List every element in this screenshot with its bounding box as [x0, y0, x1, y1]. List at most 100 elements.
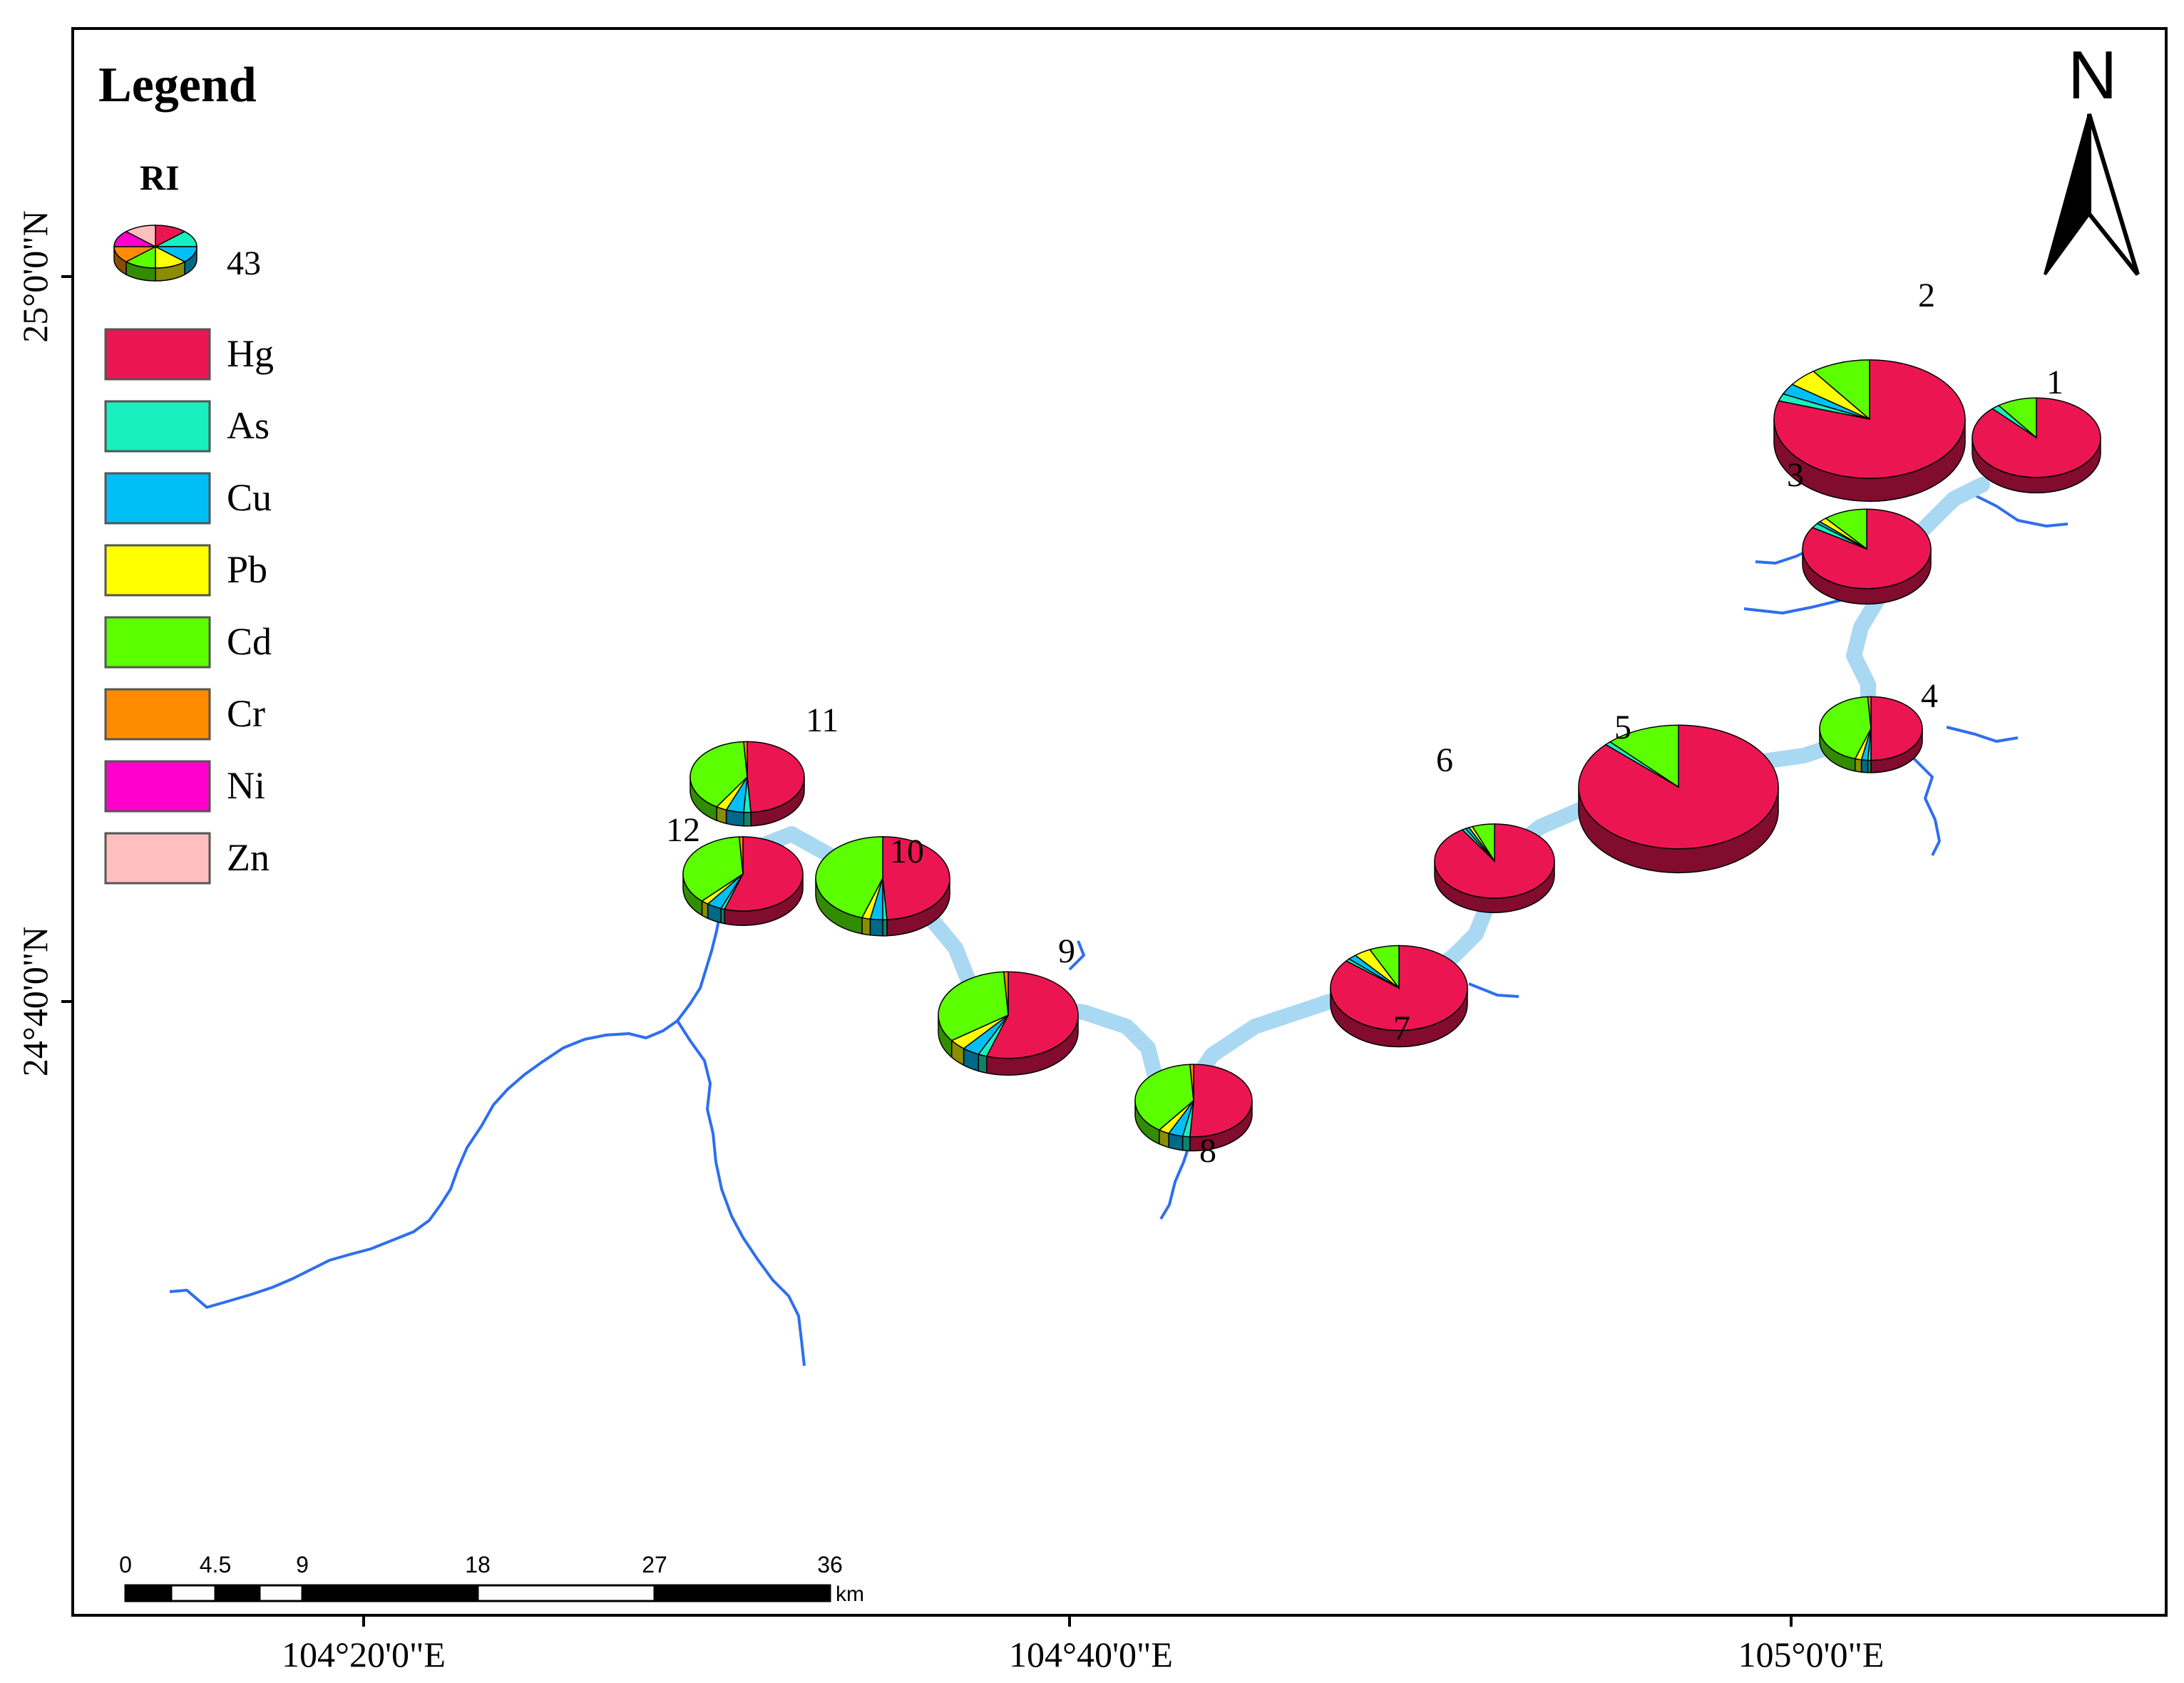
scale-tick-9: 9: [296, 1552, 309, 1578]
legend-title: Legend: [98, 58, 257, 113]
legend-swatch-as: [104, 400, 211, 453]
legend-swatch-zn: [104, 832, 211, 885]
legend-swatch-cd: [104, 616, 211, 669]
site-pie-10-side-cu: [869, 918, 883, 937]
site-label-1: 1: [2046, 364, 2063, 401]
site-pie-8-side-as: [1181, 1136, 1191, 1152]
river-trib-9: [1068, 940, 1085, 971]
axis-ticks: [61, 275, 1793, 1627]
lat-label-2440: 24°40'0"N: [15, 927, 55, 1077]
site-pie-11: [689, 741, 805, 827]
site-label-5: 5: [1614, 709, 1631, 746]
site-pie-9-side: [938, 1014, 1079, 1076]
legend-ri-pie-icon: [113, 225, 198, 282]
site-pie-6-slice-cd: [1471, 823, 1495, 863]
site-pie-7: [1330, 945, 1468, 1048]
site-pie-3: [1802, 508, 1932, 605]
legend-label-ni: Ni: [227, 764, 265, 807]
legend-swatch-hg: [104, 328, 211, 381]
site-pie-8-slice-cd: [1134, 1064, 1194, 1131]
site-label-8: 8: [1199, 1132, 1216, 1170]
site-pie-9-side-as: [978, 1053, 988, 1074]
site-pie-11-side-as: [743, 811, 752, 827]
site-pie-9: [938, 971, 1079, 1076]
river-south-branch: [676, 1019, 806, 1367]
site-label-10: 10: [890, 833, 924, 870]
site-pie-5-slice-cd: [1609, 724, 1679, 788]
river-trib-4b: [1946, 726, 2019, 743]
legend-label-cr: Cr: [227, 692, 265, 735]
site-pie-4-slice-hg: [1870, 696, 1923, 761]
site-pie-2-slice-cd: [1812, 359, 1870, 421]
site-pie-4-side: [1819, 728, 1923, 773]
scale-segment-3: [214, 1584, 261, 1602]
site-pie-8-slice-cr: [1189, 1064, 1194, 1101]
site-pie-10-slice-hg: [882, 835, 950, 920]
legend-ri-label: RI: [140, 158, 180, 197]
site-pie-11-slice-cr: [743, 741, 748, 778]
site-pie-4-side-pb: [1855, 758, 1862, 773]
scale-segment-7: [653, 1584, 831, 1602]
lon-label-10500: 105°0'0"E: [1738, 1635, 1885, 1674]
scale-tick-18: 18: [465, 1552, 491, 1578]
scale-tick-27: 27: [642, 1552, 667, 1578]
site-label-3: 3: [1787, 456, 1804, 494]
site-pie-10-side-as: [882, 919, 888, 937]
site-pie-9-slice-cr: [1003, 971, 1009, 1016]
north-arrow-right-half: [2087, 113, 2140, 276]
legend-swatch-ni: [104, 760, 211, 813]
site-pie-10-side-pb: [861, 917, 871, 936]
site-label-12: 12: [666, 811, 700, 849]
legend-ri-pie: [113, 225, 198, 282]
legend-items: Hg As Cu Pb Cd Cr Ni Zn: [104, 328, 274, 885]
site-pie-5: [1578, 724, 1779, 874]
site-pie-11-slice-hg: [747, 741, 805, 813]
site-pie-2: [1773, 359, 1966, 502]
scale-bar: 0 4.5 9 18 27 36 km: [119, 1552, 864, 1606]
site-label-4: 4: [1921, 677, 1938, 715]
map-frame: [71, 27, 2168, 1617]
site-pie-10: [815, 835, 950, 937]
site-pie-11-slice-cd: [689, 741, 748, 808]
legend-label-pb: Pb: [227, 548, 267, 591]
site-pie-12-slice-cr: [738, 836, 744, 875]
legend-swatch-cr: [104, 688, 211, 741]
lon-label-10440: 104°40'0"E: [1009, 1635, 1173, 1674]
site-pie-12-slice-cd: [682, 836, 744, 902]
lon-label-10420: 104°20'0"E: [282, 1635, 446, 1674]
scale-tick-4-5: 4.5: [200, 1552, 231, 1578]
scale-segment-4: [258, 1584, 304, 1602]
site-pie-12-slice-hg: [723, 836, 804, 912]
site-label-7: 7: [1393, 1009, 1410, 1047]
site-pie-9-slice-cd: [938, 971, 1009, 1041]
site-pie-8-slice-hg: [1189, 1064, 1253, 1138]
site-pie-1: [1972, 397, 2101, 494]
site-label-11: 11: [806, 701, 839, 739]
legend-label-zn: Zn: [227, 836, 270, 879]
site-pie-1-slice-cd: [1997, 397, 2037, 439]
site-pie-12: [682, 836, 804, 926]
site-pie-4: [1819, 696, 1923, 773]
scale-segment-1: [124, 1584, 173, 1602]
scale-segment-5: [301, 1584, 479, 1602]
legend-swatch-cu: [104, 472, 211, 525]
legend: Legend RI 43 Hg As Cu Pb Cd Cr Ni Zn: [98, 58, 274, 885]
legend-label-cd: Cd: [227, 620, 272, 663]
scale-tick-0: 0: [119, 1552, 132, 1578]
river-west-branch: [169, 912, 722, 1309]
lat-label-25: 25°0'0"N: [15, 210, 55, 343]
site-pie-3-slice-cd: [1825, 508, 1867, 550]
site-pie-8: [1134, 1064, 1253, 1152]
site-pie-6: [1434, 823, 1555, 913]
scale-tick-36: 36: [817, 1552, 843, 1578]
site-label-2: 2: [1918, 277, 1935, 314]
scale-unit: km: [836, 1582, 864, 1606]
legend-label-as: As: [227, 404, 270, 447]
legend-ri-pie-slice-zn: [125, 225, 156, 248]
site-pie-6-slice-hg: [1434, 823, 1555, 899]
river-trib-8: [1159, 1140, 1192, 1220]
north-arrow-left-half: [2044, 113, 2091, 276]
site-pie-10-slice-cd: [815, 835, 883, 919]
site-pie-4-slice-cr: [1867, 696, 1872, 729]
